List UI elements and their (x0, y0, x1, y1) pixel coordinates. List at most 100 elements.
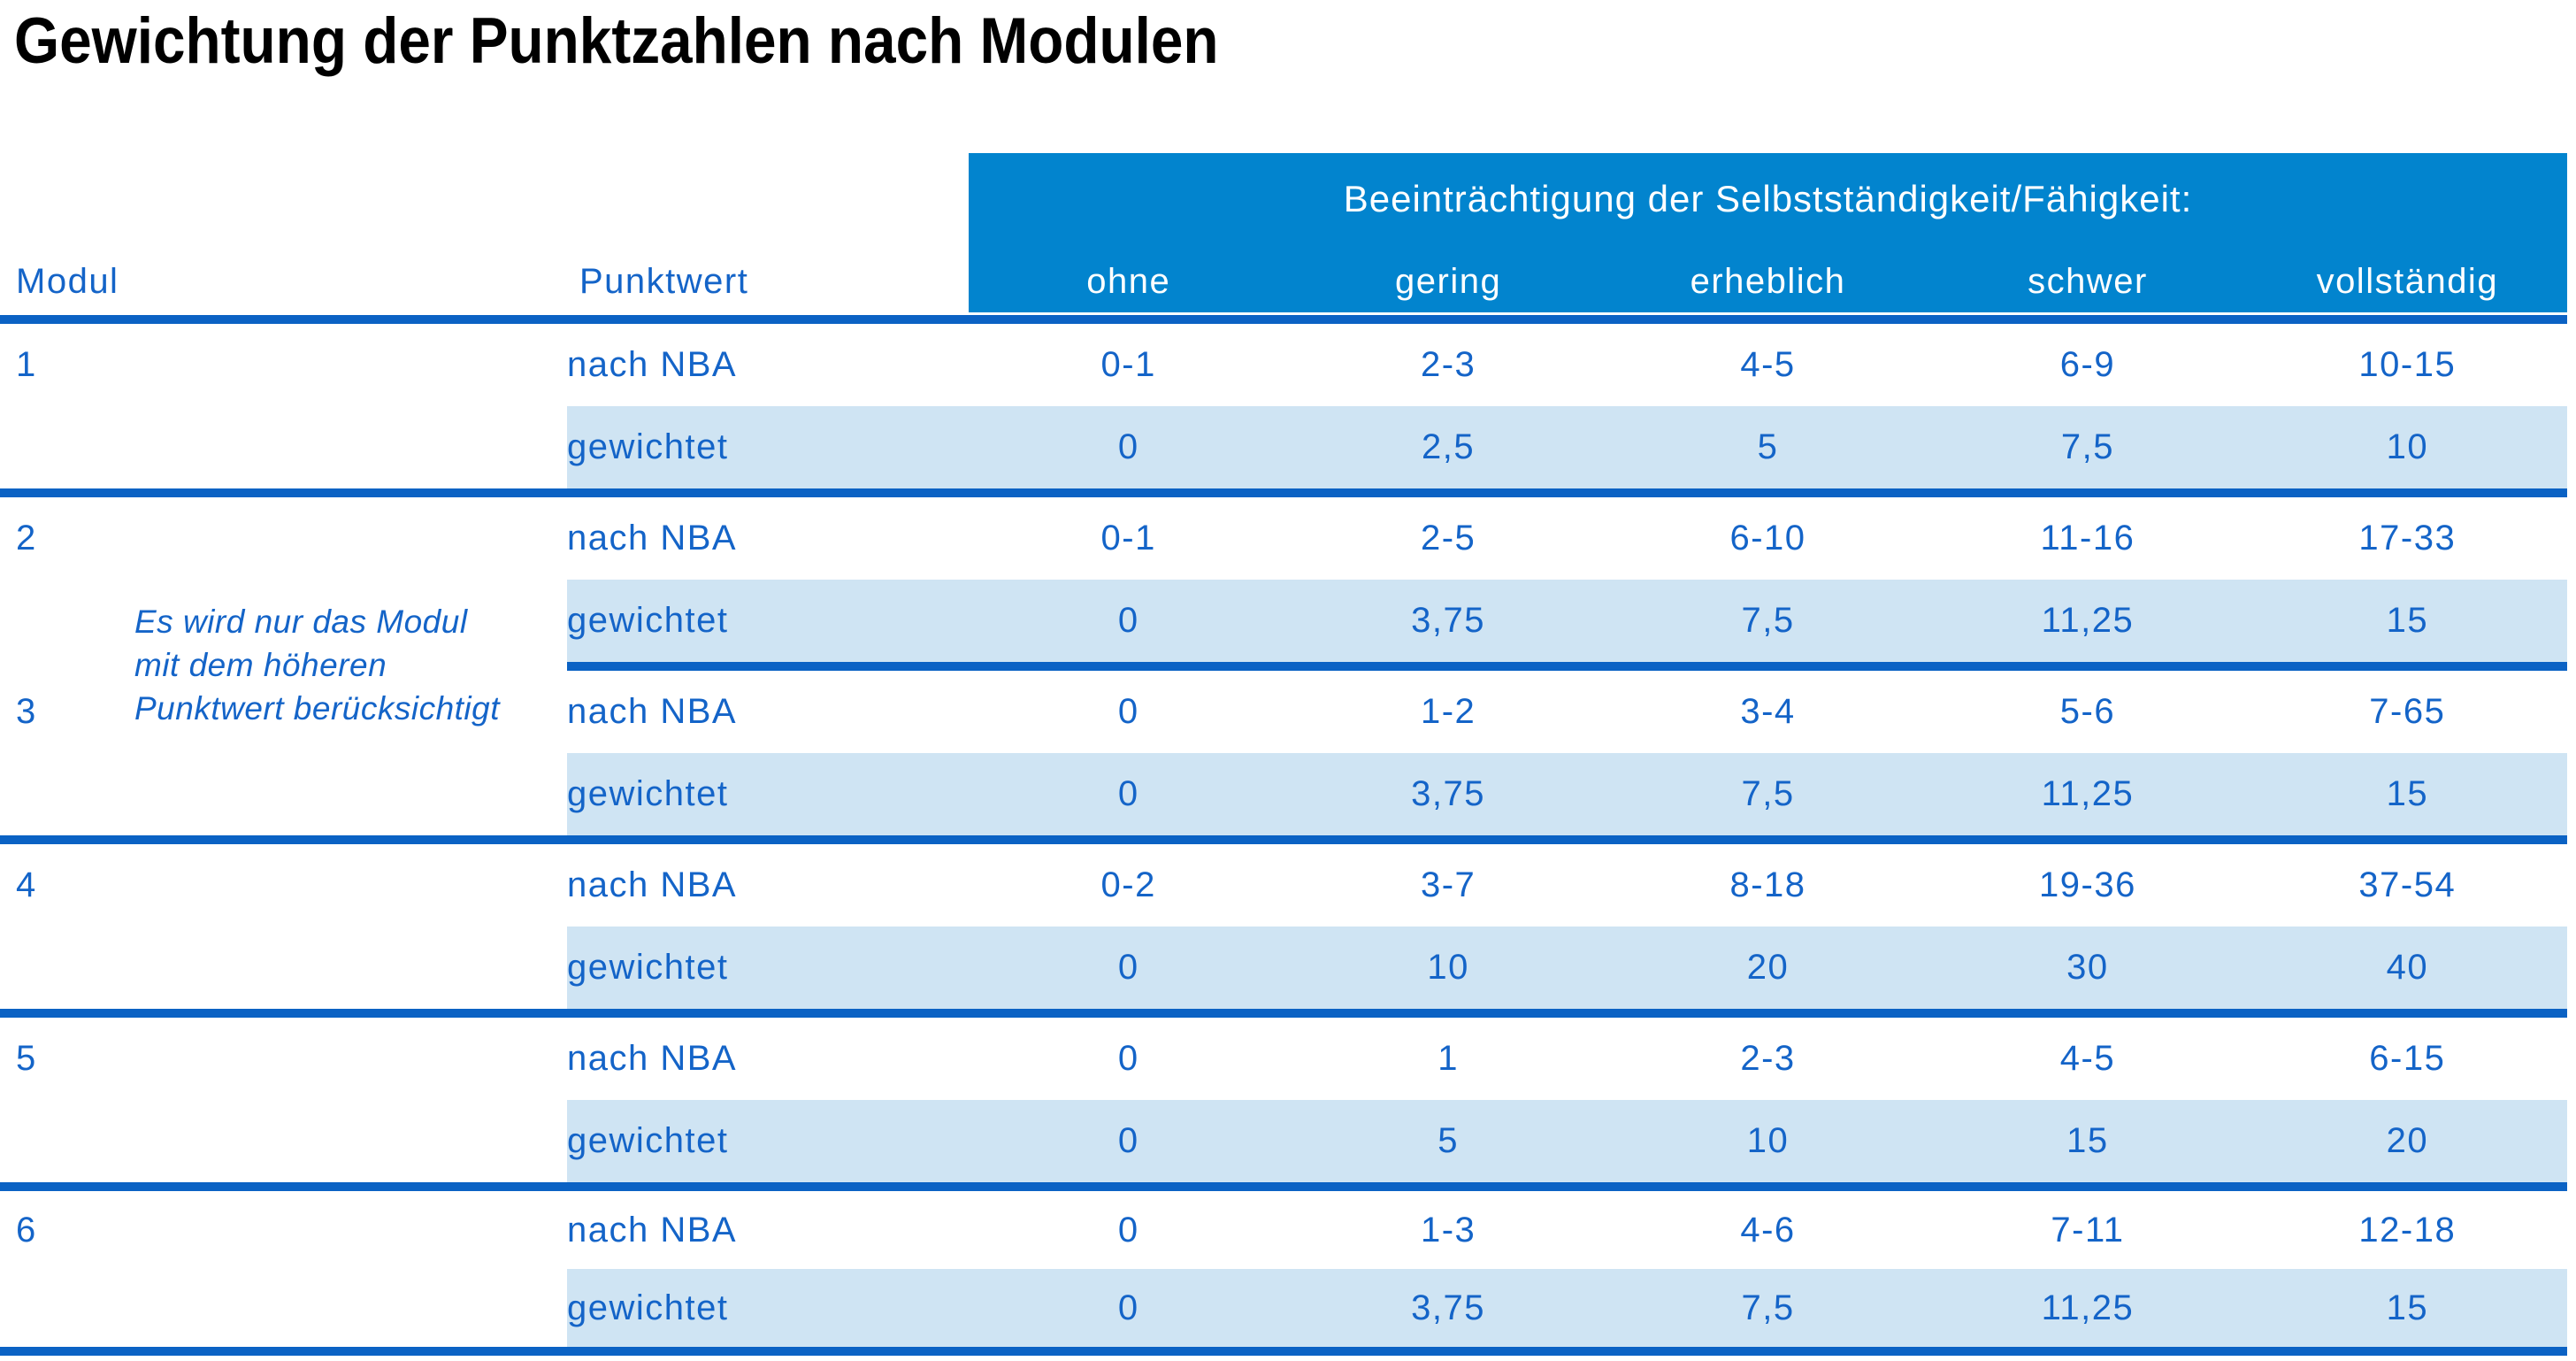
weighted-points-row: gewichtet 0 3,75 7,5 11,25 15 (0, 1269, 2568, 1347)
note-line-3: Punktwert berücksichtigt (134, 690, 501, 727)
value-cell-schwer: 6-9 (2059, 345, 2116, 384)
module-divider-rule (0, 835, 2567, 844)
value-cell-gering: 1-3 (1420, 1210, 1476, 1250)
value-cell-ohne: 0 (1117, 1039, 1139, 1078)
weighted-row-label: gewichtet (567, 774, 729, 813)
weighting-table: 1 nach NBA 0-1 2-3 4-5 6-9 10-15 gewicht… (0, 315, 2568, 1356)
nba-row-label: nach NBA (567, 1210, 738, 1250)
module-number-cell-empty (0, 753, 567, 835)
impairment-header-label: Beeinträchtigung der Selbstständigkeit/F… (1343, 178, 2193, 219)
page-title: Gewichtung der Punktzahlen nach Modulen (14, 5, 1219, 77)
row-label-cell: gewichtet (567, 927, 969, 1009)
value-cell-gering: 5 (1288, 1100, 1608, 1182)
value-cell-vollstaendig: 15 (2247, 1269, 2568, 1347)
value-cell-erheblich: 7,5 (1607, 580, 1928, 662)
value-cell-vollstaendig: 10 (2247, 406, 2568, 488)
row-label-cell: nach NBA (567, 1191, 969, 1269)
module-number: 6 (16, 1210, 37, 1250)
module-number: 3 (16, 692, 37, 731)
value-cell-erheblich: 8-18 (1729, 865, 1806, 904)
module-number-cell: 2 (0, 497, 567, 580)
value-cell-vollstaendig: 7-65 (2369, 692, 2446, 731)
row-label-cell: nach NBA (567, 497, 969, 580)
value-cell-gering: 3-7 (1420, 865, 1476, 904)
module-number-cell-empty (0, 406, 567, 488)
module-block: 3 nach NBA 0 1-2 3-4 5-6 7-65 gewichtet … (0, 671, 2568, 844)
nba-points-row: 5 nach NBA 0 1 2-3 4-5 6-15 (0, 1018, 2567, 1100)
module-number: 2 (16, 519, 37, 557)
severity-header-row: ohne gering erheblich schwer vollständig (969, 256, 2567, 302)
value-cell-vollstaendig: 37-54 (2358, 865, 2457, 904)
weighted-points-row: gewichtet 0 5 10 15 20 (0, 1100, 2568, 1182)
value-cell-vollstaendig: 6-15 (2369, 1039, 2446, 1078)
module-number-cell: 1 (0, 324, 567, 406)
module-number-cell: 3 (0, 671, 567, 753)
row-label-cell: gewichtet (567, 580, 969, 662)
table-header-band: Beeinträchtigung der Selbstständigkeit/F… (969, 153, 2567, 312)
severity-header-1: gering (1395, 262, 1502, 301)
module-divider-rule (0, 1009, 2567, 1018)
value-cell-gering: 3,75 (1288, 753, 1608, 835)
module-number: 4 (16, 865, 37, 904)
value-cell-gering: 10 (1288, 927, 1608, 1009)
value-cell-gering: 2-5 (1420, 519, 1476, 557)
value-cell-schwer: 11,25 (1928, 1269, 2248, 1347)
module-number-cell: 6 (0, 1191, 567, 1269)
value-cell-erheblich: 2-3 (1740, 1039, 1796, 1078)
value-cell-ohne: 0 (1117, 1210, 1139, 1250)
value-cell-ohne: 0 (969, 1100, 1289, 1182)
value-cell-erheblich: 7,5 (1607, 753, 1928, 835)
value-cell-ohne: 0-1 (1100, 519, 1156, 557)
nba-row-label: nach NBA (567, 865, 738, 904)
row-label-cell: nach NBA (567, 324, 969, 406)
value-cell-gering: 1-2 (1420, 692, 1476, 731)
row-label-cell: gewichtet (567, 1100, 969, 1182)
value-cell-vollstaendig: 17-33 (2358, 519, 2457, 557)
punktwert-column-header: Punktwert (579, 262, 749, 301)
column-labels: Modul Punktwert (0, 153, 969, 312)
value-cell-schwer: 7,5 (1928, 406, 2248, 488)
row-label-cell: nach NBA (567, 844, 969, 927)
weighted-row-label: gewichtet (567, 1288, 729, 1327)
module-number-cell: 5 (0, 1018, 567, 1100)
nba-row-label: nach NBA (567, 345, 738, 384)
value-cell-erheblich: 4-5 (1740, 345, 1796, 384)
value-cell-vollstaendig: 20 (2247, 1100, 2568, 1182)
value-cell-erheblich: 7,5 (1607, 1269, 1928, 1347)
weighted-row-label: gewichtet (567, 427, 729, 466)
value-cell-vollstaendig: 15 (2247, 580, 2568, 662)
value-cell-vollstaendig: 40 (2247, 927, 2568, 1009)
value-cell-ohne: 0 (1117, 692, 1139, 731)
value-cell-ohne: 0-2 (1100, 865, 1156, 904)
module-block: 5 nach NBA 0 1 2-3 4-5 6-15 gewichtet 0 … (0, 1018, 2568, 1191)
severity-header-0: ohne (1086, 262, 1171, 301)
modul-column-header: Modul (16, 262, 119, 301)
row-label-cell: gewichtet (567, 753, 969, 835)
module-number-cell-empty (0, 1269, 567, 1347)
value-cell-erheblich: 20 (1607, 927, 1928, 1009)
value-cell-schwer: 11,25 (1928, 753, 2248, 835)
nba-points-row: 2 nach NBA 0-1 2-5 6-10 11-16 17-33 (0, 497, 2567, 580)
row-label-cell: gewichtet (567, 1269, 969, 1347)
weighted-points-row: gewichtet 0 2,5 5 7,5 10 (0, 406, 2568, 488)
nba-points-row: 6 nach NBA 0 1-3 4-6 7-11 12-18 (0, 1191, 2567, 1269)
module-divider-rule (0, 1182, 2567, 1191)
nba-points-row: 4 nach NBA 0-2 3-7 8-18 19-36 37-54 (0, 844, 2567, 927)
value-cell-schwer: 19-36 (2039, 865, 2136, 904)
nba-row-label: nach NBA (567, 519, 738, 557)
nba-row-label: nach NBA (567, 1039, 738, 1078)
value-cell-erheblich: 6-10 (1729, 519, 1806, 557)
value-cell-gering: 1 (1438, 1039, 1459, 1078)
value-cell-ohne: 0 (969, 1269, 1289, 1347)
module-number-cell-empty (0, 1100, 567, 1182)
note-line-2: mit dem höheren (134, 647, 387, 683)
module-number-cell-empty (0, 927, 567, 1009)
value-cell-schwer: 11,25 (1928, 580, 2248, 662)
module-divider-rule (567, 662, 2567, 671)
note-line-1: Es wird nur das Modul (134, 604, 468, 640)
value-cell-schwer: 11-16 (2040, 519, 2135, 557)
module-block: 6 nach NBA 0 1-3 4-6 7-11 12-18 gewichte… (0, 1191, 2568, 1356)
header-divider-rule (0, 315, 2567, 324)
value-cell-gering: 3,75 (1288, 580, 1608, 662)
